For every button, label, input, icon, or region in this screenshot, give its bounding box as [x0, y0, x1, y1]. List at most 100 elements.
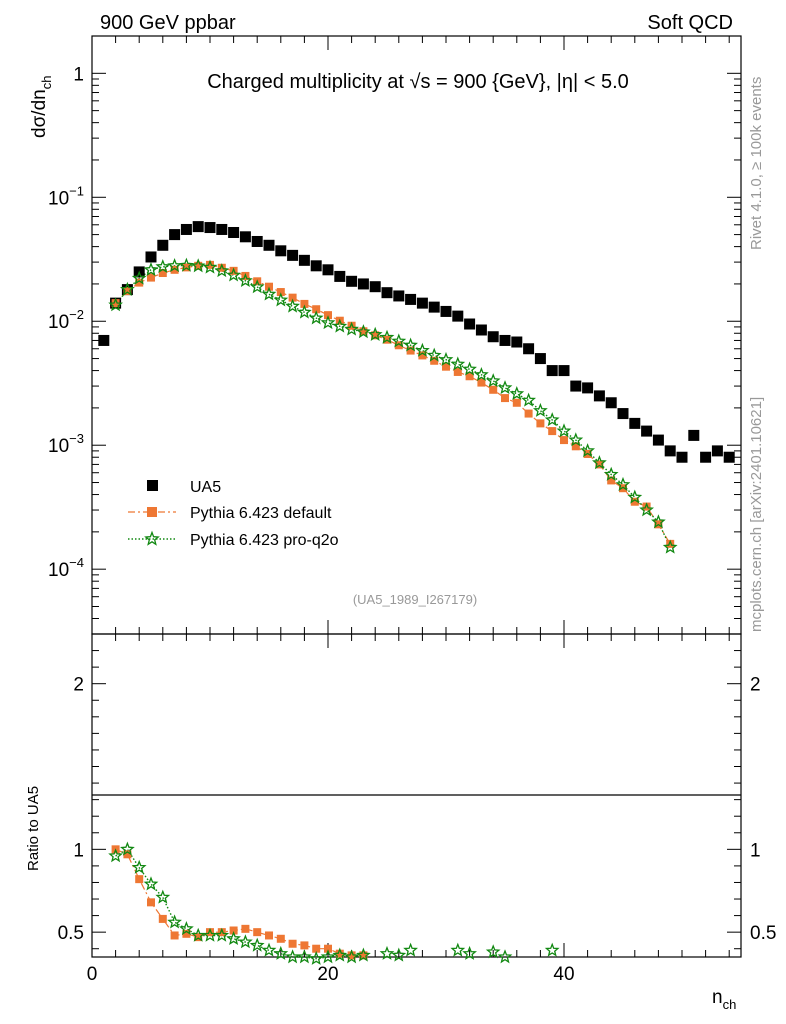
data-point-proq2o — [415, 342, 430, 357]
legend: UA5 Pythia 6.423 default Pythia 6.423 pr… — [128, 479, 339, 549]
data-point-proq2o — [120, 281, 135, 296]
ratio-point-default — [241, 924, 250, 933]
data-point-ua5 — [157, 239, 169, 251]
data-point-default — [217, 263, 226, 272]
y-tick-label: 10−2 — [48, 307, 84, 333]
data-point-ua5 — [629, 417, 641, 429]
data-point-proq2o — [356, 324, 371, 339]
ratio-point-proq2o — [202, 927, 218, 942]
data-point-default — [642, 502, 651, 511]
data-point-ua5 — [192, 221, 204, 233]
data-point-default — [111, 299, 120, 308]
data-point-default — [300, 299, 309, 308]
chart-title: Charged multiplicity at √s = 900 {GeV}, … — [207, 71, 629, 93]
ratio-point-default — [123, 850, 132, 859]
x-tick-label: 20 — [317, 964, 338, 985]
data-point-ua5 — [688, 429, 700, 441]
legend-label-proq2o: Pythia 6.423 pro-q2o — [190, 532, 339, 549]
ratio-point-default — [182, 929, 191, 938]
data-point-ua5 — [570, 380, 582, 392]
y-tick-label: 10−1 — [48, 183, 84, 209]
data-point-ua5 — [169, 229, 181, 241]
ratio-point-default — [324, 944, 332, 953]
ratio-point-proq2o — [297, 949, 312, 964]
data-point-default — [288, 293, 297, 302]
ratio-point-proq2o — [143, 876, 159, 891]
data-point-ua5 — [523, 343, 535, 355]
data-point-default — [512, 398, 521, 407]
ratio-point-proq2o — [344, 949, 359, 964]
data-point-ua5 — [452, 310, 464, 322]
data-point-proq2o — [273, 292, 289, 307]
ratio-point-proq2o — [249, 937, 265, 952]
data-point-ua5 — [263, 239, 275, 251]
data-point-proq2o — [261, 286, 277, 301]
data-point-proq2o — [603, 466, 619, 481]
data-point-ua5 — [558, 365, 570, 377]
data-point-proq2o — [651, 514, 666, 529]
ratio-point-proq2o — [462, 945, 477, 960]
ratio-point-proq2o — [308, 950, 324, 965]
data-point-ua5 — [180, 223, 192, 235]
data-point-proq2o — [285, 298, 300, 313]
data-point-default — [135, 278, 144, 287]
data-point-ua5 — [605, 397, 617, 409]
ratio-point-proq2o — [356, 947, 371, 962]
side-text-bottom: mcplots.cern.ch [arXiv:2401.10621] — [748, 397, 765, 632]
ratio-y-axis-label: Ratio to UA5 — [25, 786, 42, 871]
data-point-default — [194, 261, 203, 270]
ratio-point-proq2o — [273, 945, 289, 960]
data-point-proq2o — [580, 443, 595, 458]
data-point-default — [158, 269, 167, 278]
legend-marker-proq2o — [144, 530, 160, 546]
y-tick-label: 10−4 — [48, 555, 84, 581]
data-point-ua5 — [275, 245, 287, 257]
data-point-ua5 — [676, 451, 688, 463]
data-point-ua5 — [700, 451, 712, 463]
data-point-proq2o — [320, 315, 336, 330]
data-point-default — [123, 287, 132, 296]
y-tick-label: 10−3 — [48, 431, 84, 457]
data-point-default — [371, 331, 380, 340]
data-point-ua5 — [204, 222, 216, 234]
ratio-point-proq2o — [391, 947, 407, 962]
legend-marker-default — [147, 507, 157, 517]
ratio-point-default — [217, 928, 226, 937]
ratio-point-default — [158, 914, 167, 923]
data-point-default — [430, 356, 439, 365]
data-point-default — [276, 288, 285, 297]
ratio-point-default — [347, 951, 356, 960]
data-point-proq2o — [214, 263, 230, 278]
ratio-point-proq2o — [261, 942, 277, 957]
data-point-default — [347, 321, 356, 330]
data-point-default — [453, 367, 462, 376]
ratio-point-default — [170, 931, 179, 940]
data-point-proq2o — [297, 304, 312, 319]
data-point-ua5 — [357, 278, 369, 290]
data-point-ua5 — [416, 297, 428, 309]
data-point-proq2o — [497, 380, 513, 395]
data-point-default — [619, 484, 627, 493]
data-point-ua5 — [428, 301, 440, 313]
data-point-ua5 — [393, 290, 405, 302]
data-point-proq2o — [568, 432, 584, 447]
data-point-proq2o — [627, 489, 643, 504]
data-point-default — [359, 327, 368, 336]
data-point-ua5 — [298, 254, 310, 266]
data-point-proq2o — [167, 257, 182, 273]
data-point-proq2o — [474, 366, 489, 382]
data-point-ua5 — [652, 434, 664, 446]
side-text-top: Rivet 4.1.0, ≥ 100k events — [748, 77, 765, 250]
data-point-default — [607, 476, 616, 485]
data-point-default — [571, 442, 580, 451]
series-line-default — [115, 264, 671, 545]
data-point-ua5 — [228, 226, 240, 238]
ratio-tick-label-right: 2 — [750, 675, 761, 696]
data-point-proq2o — [202, 259, 218, 274]
data-point-ua5 — [582, 382, 594, 394]
data-point-proq2o — [108, 297, 123, 312]
data-point-proq2o — [592, 455, 607, 470]
data-point-ua5 — [711, 445, 723, 457]
data-point-ua5 — [664, 445, 676, 457]
ratio-point-proq2o — [379, 945, 395, 960]
